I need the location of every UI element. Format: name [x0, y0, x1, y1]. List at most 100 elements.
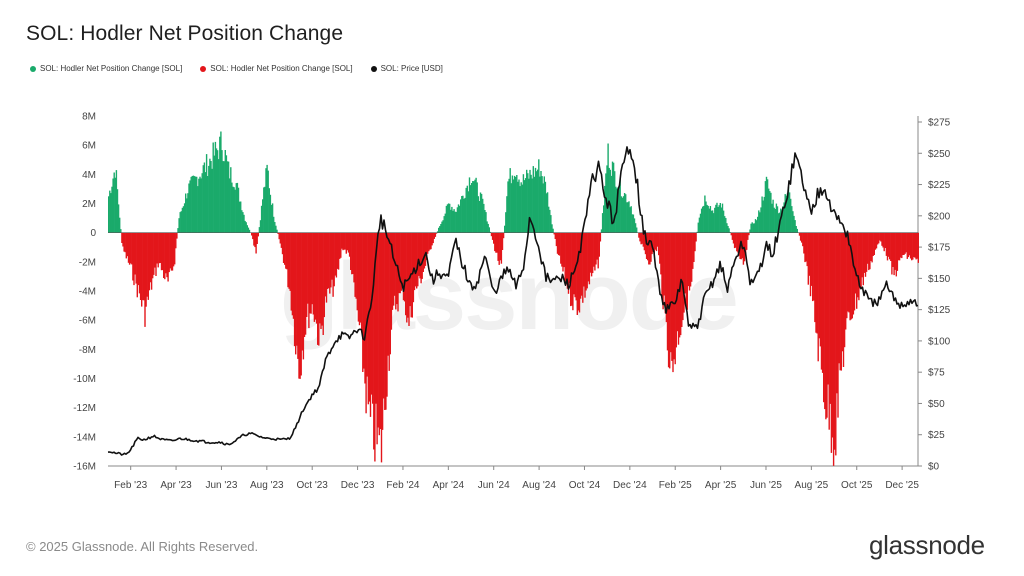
glassnode-logo[interactable]: glassnode	[869, 530, 985, 560]
hodler-bar-positive	[484, 210, 486, 233]
hodler-bar-positive	[629, 207, 631, 233]
hodler-bar-negative	[639, 232, 641, 242]
hodler-bar-negative	[491, 232, 494, 240]
hodler-bar-negative	[383, 232, 385, 399]
hodler-bar-positive	[552, 228, 554, 233]
hodler-bar-negative	[287, 232, 289, 288]
hodler-bar-negative	[312, 232, 314, 315]
hodler-bar-negative	[155, 232, 157, 276]
hodler-bar-positive	[443, 216, 445, 233]
hodler-bar-negative	[598, 232, 600, 257]
x-tick-label: Apr '25	[705, 480, 737, 491]
hodler-bar-negative	[148, 232, 151, 291]
hodler-bar-negative	[852, 232, 855, 315]
legend-item-positive[interactable]: SOL: Hodler Net Position Change [SOL]	[30, 64, 182, 73]
hodler-bar-negative	[350, 232, 352, 270]
hodler-bar-positive	[472, 181, 474, 233]
hodler-bar-positive	[485, 212, 487, 233]
hodler-bar-positive	[759, 212, 761, 233]
x-tick-label: Oct '23	[297, 480, 329, 491]
hodler-bar-positive	[245, 222, 247, 233]
hodler-bar-negative	[848, 232, 850, 313]
hodler-bar-negative	[277, 232, 279, 234]
hodler-bar-negative	[280, 232, 283, 248]
hodler-bar-positive	[764, 181, 767, 233]
hodler-bar-negative	[299, 232, 301, 379]
hodler-bar-negative	[496, 232, 498, 253]
hodler-bar-negative	[429, 232, 431, 250]
hodler-bar-positive	[455, 211, 457, 233]
x-tick-label: Jun '25	[750, 480, 782, 491]
hodler-bar-positive	[204, 172, 207, 233]
hodler-bar-negative	[674, 232, 676, 365]
hodler-bar-positive	[720, 207, 723, 233]
hodler-bar-negative	[127, 232, 130, 263]
hodler-bar-positive	[774, 209, 776, 233]
legend-item-price[interactable]: SOL: Price [USD]	[370, 64, 443, 73]
hodler-bar-negative	[896, 232, 899, 271]
hodler-bar-negative	[385, 232, 387, 410]
hodler-bar-positive	[191, 176, 193, 233]
hodler-bar-positive	[725, 218, 727, 233]
hodler-bar-negative	[901, 232, 903, 259]
hodler-bar-negative	[409, 232, 411, 307]
hodler-bar-negative	[157, 232, 159, 268]
hodler-bar-positive	[766, 179, 769, 233]
y-right-tick-label: $50	[928, 399, 945, 410]
hodler-bar-negative	[815, 232, 817, 333]
hodler-bar-positive	[794, 220, 796, 233]
legend-item-negative[interactable]: SOL: Hodler Net Position Change [SOL]	[200, 64, 353, 73]
hodler-bar-positive	[753, 223, 756, 233]
hodler-bar-positive	[112, 178, 114, 233]
hodler-bar-negative	[364, 232, 366, 384]
hodler-bar-positive	[222, 161, 224, 233]
hodler-bar-negative	[131, 232, 133, 265]
hodler-bar-positive	[534, 167, 537, 233]
hodler-bar-negative	[845, 232, 847, 330]
y-right-tick-label: $275	[928, 118, 951, 129]
hodler-bar-negative	[843, 232, 846, 348]
hodler-bar-positive	[636, 227, 638, 233]
hodler-bar-negative	[874, 232, 877, 250]
hodler-bar-positive	[775, 203, 778, 233]
hodler-bar-positive	[231, 182, 233, 233]
hodler-bar-negative	[122, 232, 124, 247]
hodler-bar-negative	[290, 232, 292, 311]
hodler-bar-negative	[902, 232, 904, 255]
hodler-bar-negative	[133, 232, 135, 286]
hodler-bar-negative	[869, 232, 871, 270]
hodler-bar-negative	[359, 232, 362, 323]
hodler-bar-negative	[881, 232, 883, 246]
y-right-tick-label: $75	[928, 368, 945, 379]
hodler-bar-negative	[850, 232, 852, 320]
hodler-bar-positive	[477, 196, 479, 233]
hodler-bar-negative	[747, 232, 749, 240]
hodler-bar-negative	[553, 232, 555, 235]
hodler-bar-positive	[460, 199, 462, 233]
hodler-bar-negative	[875, 232, 878, 249]
hodler-bar-negative	[396, 232, 398, 305]
hodler-bar-negative	[387, 232, 389, 356]
hodler-bar-negative	[891, 232, 893, 275]
hodler-bar-negative	[166, 232, 168, 278]
hodler-bar-positive	[264, 186, 266, 233]
hodler-bar-negative	[673, 232, 675, 360]
hodler-bar-negative	[746, 232, 748, 250]
hodler-bar-positive	[791, 206, 793, 233]
hodler-bar-negative	[171, 232, 174, 271]
hodler-bar-negative	[638, 232, 640, 238]
hodler-bar-positive	[269, 194, 272, 233]
hodler-bar-positive	[270, 204, 273, 233]
hodler-bar-negative	[362, 232, 364, 372]
hodler-bar-negative	[582, 232, 584, 303]
hodler-bar-negative	[904, 232, 906, 254]
hodler-bar-negative	[865, 232, 868, 272]
hodler-bar-positive	[790, 198, 792, 233]
hodler-bar-negative	[389, 232, 391, 355]
hodler-bar-positive	[768, 188, 770, 233]
hodler-bar-positive	[718, 205, 720, 233]
hodler-bar-negative	[434, 232, 437, 237]
legend-label-positive: SOL: Hodler Net Position Change [SOL]	[40, 64, 183, 73]
hodler-bar-negative	[406, 232, 408, 323]
